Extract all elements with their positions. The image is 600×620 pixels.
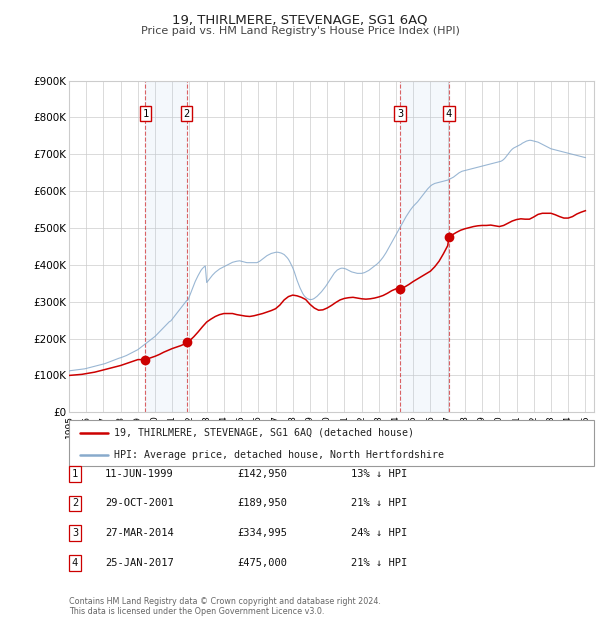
Text: 29-OCT-2001: 29-OCT-2001 [105,498,174,508]
Text: 4: 4 [72,558,78,568]
Text: HPI: Average price, detached house, North Hertfordshire: HPI: Average price, detached house, Nort… [113,450,443,459]
Text: This data is licensed under the Open Government Licence v3.0.: This data is licensed under the Open Gov… [69,607,325,616]
Text: 24% ↓ HPI: 24% ↓ HPI [351,528,407,538]
Text: £142,950: £142,950 [237,469,287,479]
Text: £475,000: £475,000 [237,558,287,568]
Text: 1: 1 [72,469,78,479]
Text: 1: 1 [142,108,149,119]
Text: 21% ↓ HPI: 21% ↓ HPI [351,498,407,508]
Text: £334,995: £334,995 [237,528,287,538]
Text: Contains HM Land Registry data © Crown copyright and database right 2024.: Contains HM Land Registry data © Crown c… [69,597,381,606]
Bar [145,81,187,412]
Text: 11-JUN-1999: 11-JUN-1999 [105,469,174,479]
Text: 25-JAN-2017: 25-JAN-2017 [105,558,174,568]
Text: 13% ↓ HPI: 13% ↓ HPI [351,469,407,479]
Text: 27-MAR-2014: 27-MAR-2014 [105,528,174,538]
Text: 2: 2 [184,108,190,119]
Text: 3: 3 [72,528,78,538]
Text: 19, THIRLMERE, STEVENAGE, SG1 6AQ: 19, THIRLMERE, STEVENAGE, SG1 6AQ [172,14,428,27]
Bar [400,81,449,412]
Text: £189,950: £189,950 [237,498,287,508]
Text: 21% ↓ HPI: 21% ↓ HPI [351,558,407,568]
Text: 3: 3 [397,108,403,119]
Text: 4: 4 [446,108,452,119]
Text: Price paid vs. HM Land Registry's House Price Index (HPI): Price paid vs. HM Land Registry's House … [140,26,460,36]
Text: 19, THIRLMERE, STEVENAGE, SG1 6AQ (detached house): 19, THIRLMERE, STEVENAGE, SG1 6AQ (detac… [113,428,413,438]
Text: 2: 2 [72,498,78,508]
